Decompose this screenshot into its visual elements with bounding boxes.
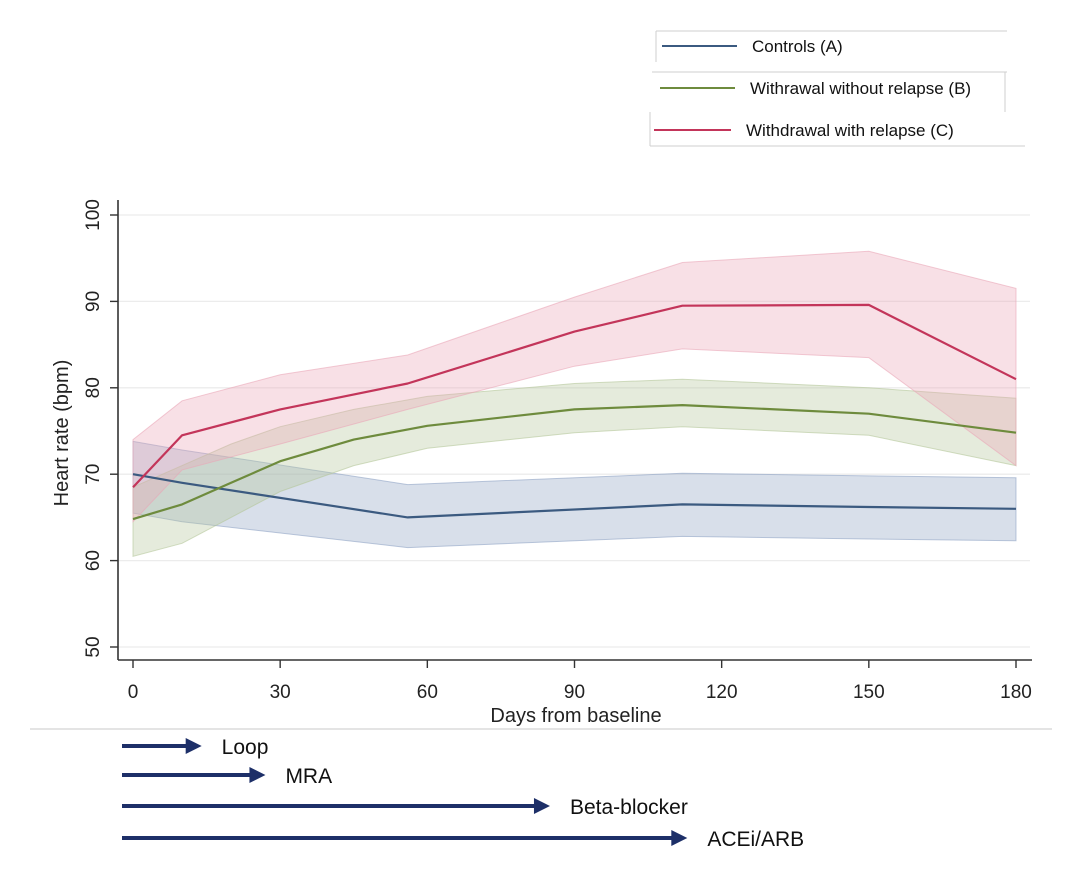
y-axis-title: Heart rate (bpm) (51, 360, 73, 507)
y-tick-label-60: 60 (83, 550, 104, 571)
treatment-arrow-label-2: MRA (285, 765, 332, 788)
treatment-arrow-head-2 (249, 767, 266, 783)
legend-label-2: Withrawal without relapse (B) (750, 79, 971, 98)
treatment-arrow-head-1 (185, 738, 202, 754)
series-line-3 (132, 303, 1017, 488)
legend: Controls (A) Withrawal without relapse (B… (649, 30, 1025, 147)
grid (118, 214, 1030, 648)
y-tick-label-70: 70 (83, 464, 104, 485)
treatment-arrow-label-4: ACEi/ARB (707, 828, 804, 851)
series-line-2 (132, 404, 1017, 521)
y-tick-label-90: 90 (83, 291, 104, 312)
x-tick-label-180: 180 (1000, 682, 1032, 703)
ci-band-series-3 (132, 250, 1017, 523)
x-tick-label-30: 30 (270, 682, 291, 703)
legend-label-3: Withdrawal with relapse (C) (746, 121, 954, 140)
y-tick-label-50: 50 (83, 636, 104, 657)
x-tick-label-120: 120 (706, 682, 738, 703)
y-tick-label-80: 80 (83, 377, 104, 398)
treatment-arrow-head-4 (671, 830, 688, 846)
series-line-1 (132, 473, 1017, 519)
x-axis-title: Days from baseline (490, 705, 661, 727)
treatment-arrows: Loop MRA Beta-blocker ACEi/ARB (122, 736, 804, 851)
confidence-bands (132, 250, 1017, 557)
legend-label-1: Controls (A) (752, 37, 843, 56)
x-tick-label-60: 60 (417, 682, 438, 703)
x-tick-label-150: 150 (853, 682, 885, 703)
x-tick-label-90: 90 (564, 682, 585, 703)
treatment-arrow-label-3: Beta-blocker (570, 796, 688, 819)
treatment-arrow-head-3 (533, 798, 550, 814)
series-lines (132, 303, 1017, 521)
axes: 50 60 70 80 90 100 0 30 60 90 120 150 180 (83, 199, 1032, 703)
y-tick-label-100: 100 (83, 199, 104, 231)
ci-band-series-1 (132, 440, 1017, 549)
x-tick-label-0: 0 (128, 682, 139, 703)
treatment-arrow-label-1: Loop (222, 736, 269, 759)
